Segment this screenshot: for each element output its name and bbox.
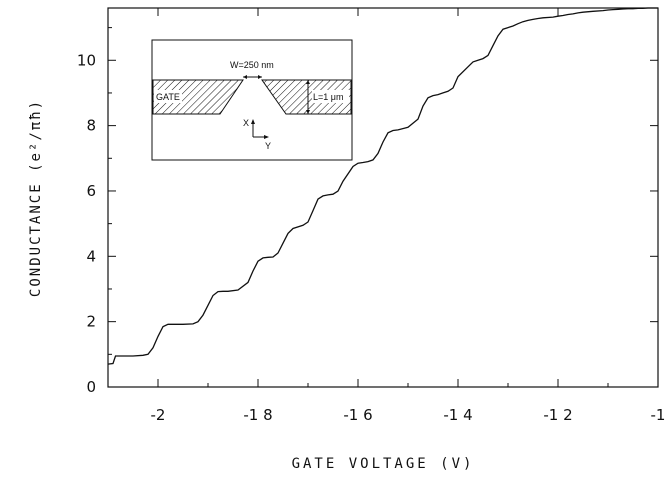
x-tick-label: -1 4 (443, 406, 472, 424)
length-arrow-bottom-head (306, 110, 310, 114)
x-axis-arrow-head (251, 119, 255, 124)
y-tick-label: 10 (77, 51, 96, 69)
gate-label: GATE (156, 92, 180, 102)
y-tick-label: 6 (86, 182, 96, 200)
inset-x-axis-label: X (243, 118, 249, 128)
length-label: L=1 μm (313, 92, 343, 102)
width-arrow-left-head (243, 75, 247, 79)
tick-marks (107, 8, 659, 388)
x-tick-label: -1 6 (343, 406, 372, 424)
right-gate-electrode (261, 79, 352, 115)
y-tick-labels: 0 2 4 6 8 10 (77, 51, 96, 396)
x-tick-labels: -2 -1 8 -1 6 -1 4 -1 2 -1 (151, 406, 666, 424)
y-axis-label: CONDUCTANCE (e²/πħ) (28, 99, 44, 297)
y-tick-label: 0 (86, 378, 96, 396)
x-tick-label: -1 8 (243, 406, 272, 424)
plot-frame (107, 7, 659, 388)
y-tick-label: 2 (86, 313, 96, 331)
y-tick-label: 4 (86, 247, 96, 265)
x-axis-label: GATE VOLTAGE (V) (292, 456, 475, 472)
y-tick-label: 8 (86, 117, 96, 135)
width-label: W=250 nm (230, 60, 274, 70)
x-tick-label: -1 (651, 406, 666, 424)
x-tick-label: -1 2 (543, 406, 572, 424)
x-tick-label: -2 (151, 406, 166, 424)
width-arrow-right-head (258, 75, 262, 79)
device-schematic-inset: GATE W=250 nm L=1 μm X Y (151, 39, 353, 161)
conductance-series-line (107, 7, 658, 365)
y-axis-arrow-head (264, 135, 269, 139)
left-gate-electrode (152, 79, 244, 115)
length-arrow-top-head (306, 80, 310, 84)
inset-y-axis-label: Y (265, 141, 271, 151)
